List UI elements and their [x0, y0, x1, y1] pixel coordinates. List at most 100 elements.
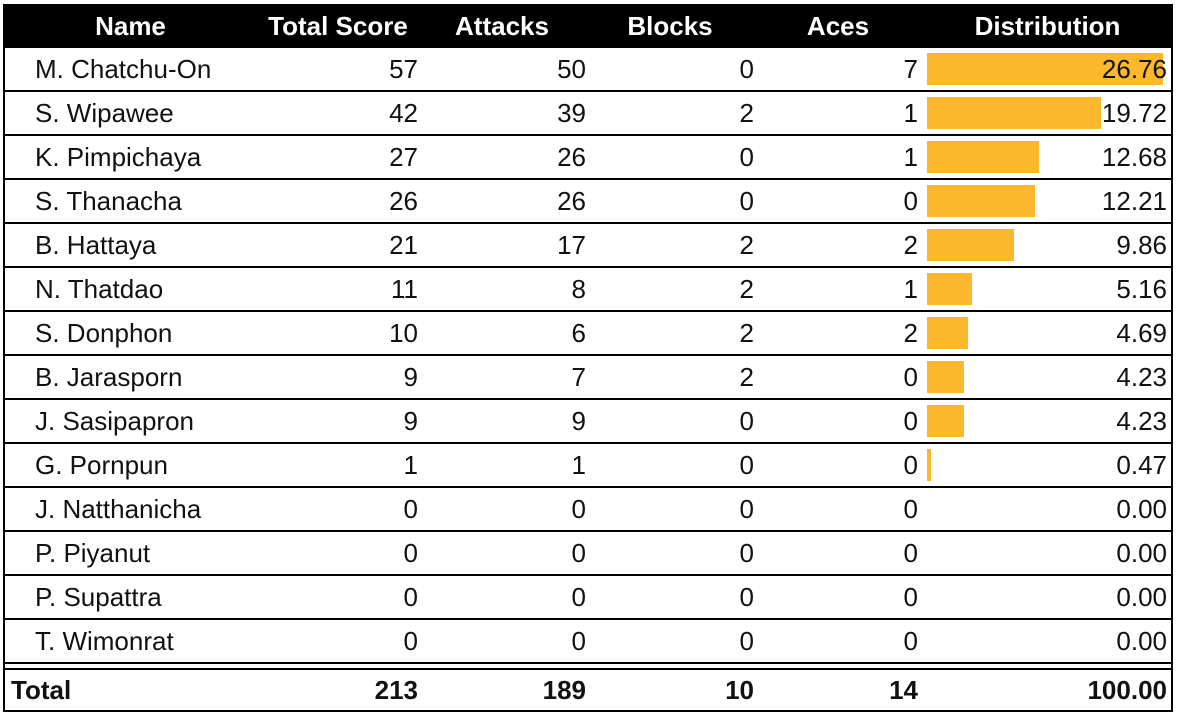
distribution-value: 5.16	[1116, 274, 1167, 304]
aces-cell: 1	[903, 273, 918, 304]
distribution-value: 4.69	[1116, 318, 1167, 348]
total-score-cell: 0	[403, 493, 418, 524]
player-name: N. Thatdao	[35, 273, 164, 304]
distribution-value: 0.00	[1116, 494, 1167, 524]
distribution-cell: 9.86	[924, 224, 1171, 266]
distribution-cell: 4.69	[924, 312, 1171, 354]
distribution-bar	[927, 361, 965, 393]
header-blocks: Blocks	[627, 10, 713, 41]
score-table: Name Total Score Attacks Blocks Aces Dis…	[3, 4, 1173, 712]
distribution-cell: 19.72	[924, 92, 1171, 134]
distribution-cell: 26.76	[924, 48, 1171, 90]
aces-cell: 0	[903, 361, 918, 392]
aces-cell: 0	[903, 625, 918, 656]
aces-cell: 2	[903, 317, 918, 348]
table-row: S. Thanacha 26 26 0 0 12.21	[3, 180, 1173, 224]
player-name: B. Jarasporn	[35, 361, 183, 392]
table-row: P. Supattra 0 0 0 0 0.00	[3, 576, 1173, 620]
attacks-cell: 0	[571, 581, 586, 612]
blocks-cell: 0	[739, 493, 754, 524]
table-row: P. Piyanut 0 0 0 0 0.00	[3, 532, 1173, 576]
attacks-cell: 0	[571, 493, 586, 524]
table-row: J. Natthanicha 0 0 0 0 0.00	[3, 488, 1173, 532]
distribution-value: 4.23	[1116, 406, 1167, 436]
distribution-value: 26.76	[1101, 54, 1167, 84]
total-score-cell: 10	[389, 317, 418, 348]
distribution-bar	[927, 53, 1163, 85]
player-name: G. Pornpun	[35, 449, 168, 480]
total-score-cell: 21	[389, 229, 418, 260]
distribution-cell: 5.16	[924, 268, 1171, 310]
total-score-sum: 213	[374, 674, 418, 705]
header-distribution-label: Distribution	[974, 10, 1121, 41]
total-distribution-cell: 100.00	[924, 670, 1171, 710]
distribution-value: 12.68	[1101, 142, 1167, 172]
aces-cell: 0	[903, 581, 918, 612]
distribution-cell: 12.21	[924, 180, 1171, 222]
distribution-bar	[927, 449, 932, 481]
blocks-cell: 2	[739, 97, 754, 128]
total-score-cell: 42	[389, 97, 418, 128]
distribution-bar	[927, 273, 973, 305]
total-distribution-value: 100.00	[1087, 675, 1167, 705]
distribution-bar	[927, 317, 969, 349]
distribution-bar	[927, 185, 1035, 217]
table-row: B. Jarasporn 9 7 2 0 4.23	[3, 356, 1173, 400]
distribution-cell: 0.47	[924, 444, 1171, 486]
blocks-cell: 2	[739, 273, 754, 304]
player-name: M. Chatchu-On	[35, 53, 212, 84]
distribution-bar	[927, 97, 1101, 129]
distribution-cell: 12.68	[924, 136, 1171, 178]
table-row: J. Sasipapron 9 9 0 0 4.23	[3, 400, 1173, 444]
distribution-value: 0.47	[1116, 450, 1167, 480]
table-row: G. Pornpun 1 1 0 0 0.47	[3, 444, 1173, 488]
distribution-bar	[927, 141, 1039, 173]
total-blocks-sum: 10	[725, 674, 754, 705]
distribution-cell: 0.00	[924, 576, 1171, 618]
table-body: M. Chatchu-On 57 50 0 7 26.76 S. Wipawee 42 39 2 1…	[3, 48, 1173, 664]
table-row: T. Wimonrat 0 0 0 0 0.00	[3, 620, 1173, 664]
blocks-cell: 0	[739, 405, 754, 436]
attacks-cell: 1	[571, 449, 586, 480]
attacks-cell: 17	[557, 229, 586, 260]
distribution-bar	[927, 405, 965, 437]
header-aces: Aces	[806, 10, 870, 41]
header-attacks: Attacks	[455, 10, 549, 41]
total-score-cell: 57	[389, 53, 418, 84]
player-name: S. Wipawee	[35, 97, 174, 128]
total-score-cell: 9	[403, 405, 418, 436]
attacks-cell: 6	[571, 317, 586, 348]
distribution-bar	[927, 229, 1014, 261]
blocks-cell: 0	[739, 185, 754, 216]
player-name: J. Sasipapron	[35, 405, 194, 436]
player-name: B. Hattaya	[35, 229, 157, 260]
attacks-cell: 9	[571, 405, 586, 436]
attacks-cell: 7	[571, 361, 586, 392]
blocks-cell: 2	[739, 361, 754, 392]
table-row: N. Thatdao 11 8 2 1 5.16	[3, 268, 1173, 312]
distribution-value: 12.21	[1101, 186, 1167, 216]
distribution-value: 0.00	[1116, 582, 1167, 612]
attacks-cell: 26	[557, 185, 586, 216]
aces-cell: 1	[903, 141, 918, 172]
blocks-cell: 2	[739, 229, 754, 260]
table-row: B. Hattaya 21 17 2 2 9.86	[3, 224, 1173, 268]
table-row: S. Donphon 10 6 2 2 4.69	[3, 312, 1173, 356]
table-row: K. Pimpichaya 27 26 0 1 12.68	[3, 136, 1173, 180]
blocks-cell: 0	[739, 449, 754, 480]
total-row: Total 213 189 10 14 100.00	[3, 670, 1173, 712]
player-name: P. Piyanut	[35, 537, 151, 568]
distribution-cell: 0.00	[924, 488, 1171, 530]
total-score-cell: 11	[391, 273, 418, 304]
player-name: J. Natthanicha	[35, 493, 202, 524]
blocks-cell: 2	[739, 317, 754, 348]
aces-cell: 0	[903, 185, 918, 216]
player-name: P. Supattra	[35, 581, 162, 612]
blocks-cell: 0	[739, 537, 754, 568]
distribution-value: 0.00	[1116, 538, 1167, 568]
attacks-cell: 0	[571, 537, 586, 568]
blocks-cell: 0	[739, 581, 754, 612]
aces-cell: 0	[903, 537, 918, 568]
header-total-score: Total Score	[268, 10, 408, 41]
attacks-cell: 0	[571, 625, 586, 656]
